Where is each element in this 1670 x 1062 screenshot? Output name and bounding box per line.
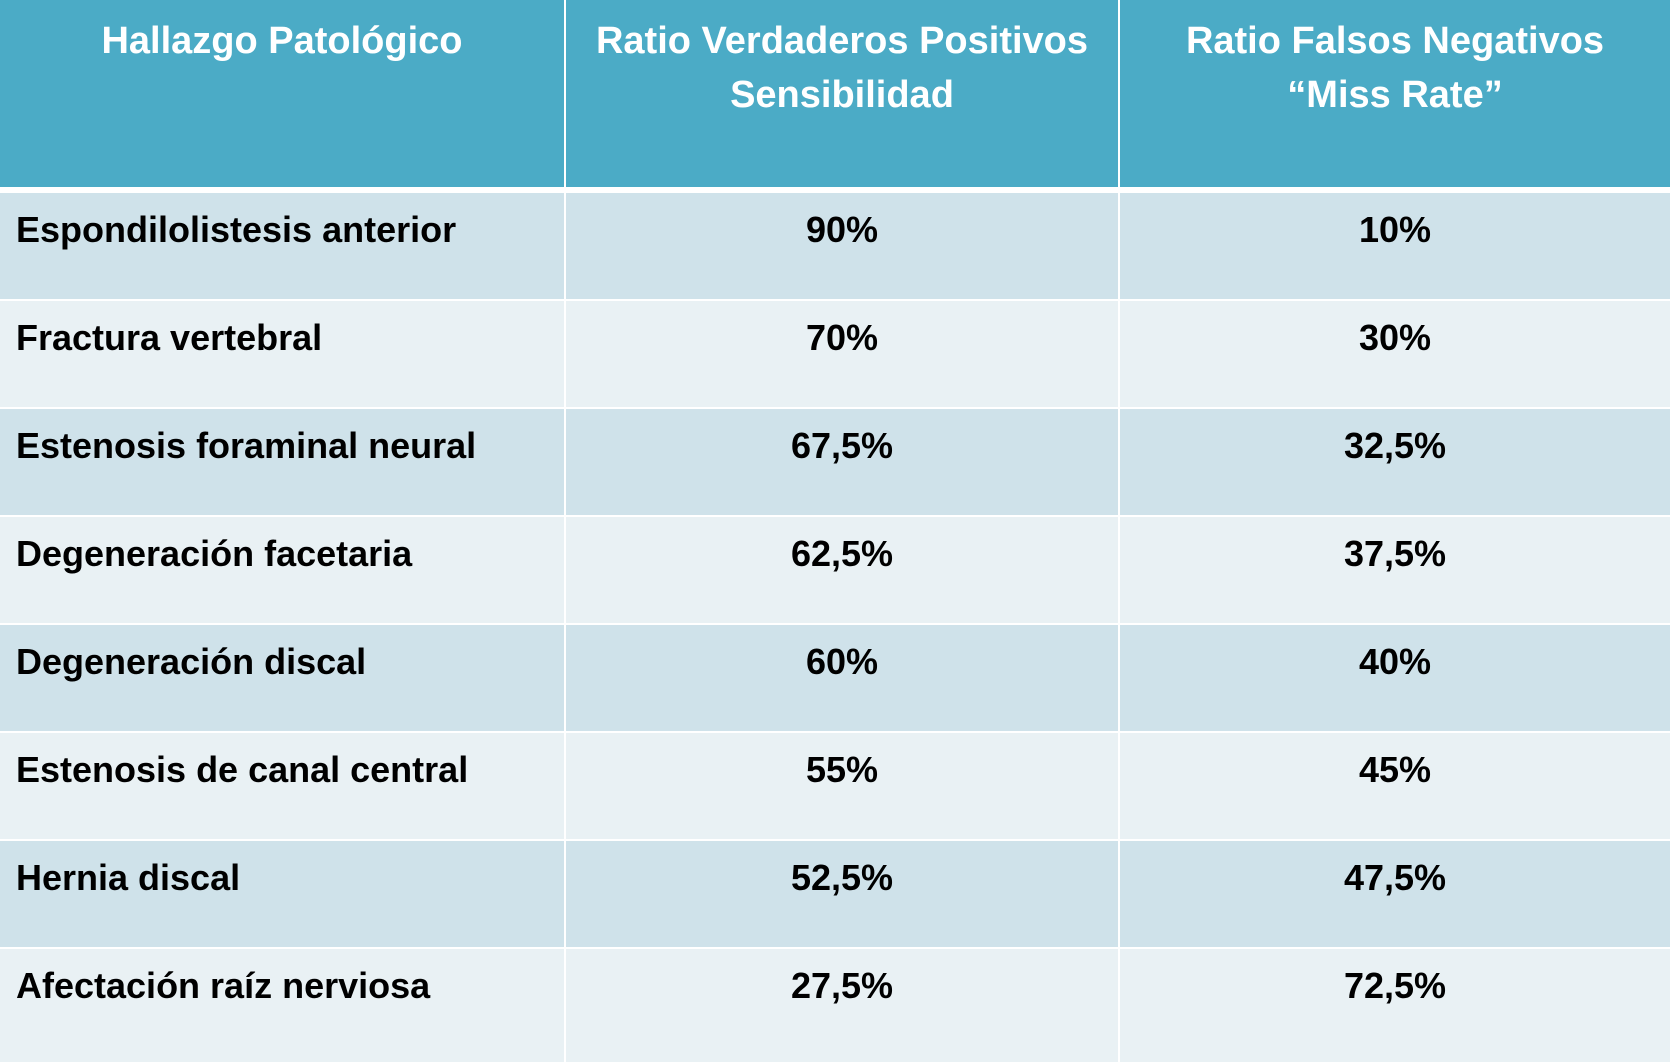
table-row: Espondilolistesis anterior 90% 10%	[0, 193, 1670, 301]
table-row: Degeneración discal 60% 40%	[0, 625, 1670, 733]
cell-finding: Degeneración facetaria	[0, 517, 566, 625]
cell-finding: Hernia discal	[0, 841, 566, 949]
table-row: Estenosis foraminal neural 67,5% 32,5%	[0, 409, 1670, 517]
cell-miss-rate: 37,5%	[1120, 517, 1670, 625]
cell-sensitivity: 55%	[566, 733, 1120, 841]
cell-sensitivity: 70%	[566, 301, 1120, 409]
cell-miss-rate: 32,5%	[1120, 409, 1670, 517]
cell-miss-rate: 30%	[1120, 301, 1670, 409]
table-header: Hallazgo Patológico Ratio Verdaderos Pos…	[0, 0, 1670, 193]
cell-sensitivity: 60%	[566, 625, 1120, 733]
table-row: Hernia discal 52,5% 47,5%	[0, 841, 1670, 949]
header-row: Hallazgo Patológico Ratio Verdaderos Pos…	[0, 0, 1670, 193]
table-body: Espondilolistesis anterior 90% 10% Fractura…	[0, 193, 1670, 1062]
header-miss-rate-line-1: Ratio Falsos Negativos	[1185, 20, 1605, 62]
table-row: Degeneración facetaria 62,5% 37,5%	[0, 517, 1670, 625]
table-row: Fractura vertebral 70% 30%	[0, 301, 1670, 409]
table-row: Estenosis de canal central 55% 45%	[0, 733, 1670, 841]
cell-finding: Afectación raíz nerviosa	[0, 949, 566, 1062]
cell-sensitivity: 52,5%	[566, 841, 1120, 949]
cell-miss-rate: 45%	[1120, 733, 1670, 841]
cell-sensitivity: 27,5%	[566, 949, 1120, 1062]
header-sensitivity-line-1: Ratio Verdaderos Positivos	[595, 20, 1089, 62]
cell-miss-rate: 10%	[1120, 193, 1670, 301]
header-finding: Hallazgo Patológico	[0, 0, 566, 193]
cell-finding: Fractura vertebral	[0, 301, 566, 409]
header-sensitivity-line-2: Sensibilidad	[730, 74, 954, 116]
header-sensitivity: Ratio Verdaderos Positivos Sensibilidad	[566, 0, 1120, 193]
cell-finding: Estenosis foraminal neural	[0, 409, 566, 517]
table-row: Afectación raíz nerviosa 27,5% 72,5%	[0, 949, 1670, 1062]
cell-miss-rate: 72,5%	[1120, 949, 1670, 1062]
cell-sensitivity: 62,5%	[566, 517, 1120, 625]
header-miss-rate-line-2: “Miss Rate”	[1287, 74, 1503, 116]
cell-sensitivity: 90%	[566, 193, 1120, 301]
cell-sensitivity: 67,5%	[566, 409, 1120, 517]
cell-miss-rate: 47,5%	[1120, 841, 1670, 949]
header-miss-rate: Ratio Falsos Negativos “Miss Rate”	[1120, 0, 1670, 193]
cell-miss-rate: 40%	[1120, 625, 1670, 733]
header-finding-line-1: Hallazgo Patológico	[101, 20, 463, 62]
cell-finding: Estenosis de canal central	[0, 733, 566, 841]
cell-finding: Espondilolistesis anterior	[0, 193, 566, 301]
cell-finding: Degeneración discal	[0, 625, 566, 733]
